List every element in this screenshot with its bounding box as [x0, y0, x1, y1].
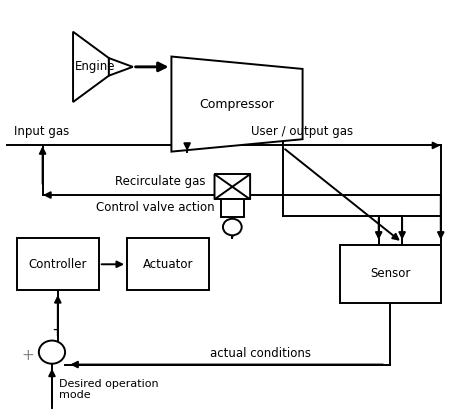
Text: Controller: Controller [28, 258, 87, 271]
Text: Control valve action: Control valve action [97, 201, 215, 214]
Polygon shape [215, 174, 232, 199]
Bar [340, 245, 441, 303]
Text: Desired operation
mode: Desired operation mode [59, 378, 159, 400]
Text: Actuator: Actuator [143, 258, 193, 271]
Text: User / output gas: User / output gas [251, 125, 353, 138]
Bar [127, 238, 209, 290]
Polygon shape [109, 58, 133, 76]
Polygon shape [73, 32, 109, 102]
Text: -: - [52, 321, 57, 336]
Text: +: + [21, 348, 34, 363]
Text: Engine: Engine [75, 60, 115, 73]
Bar [17, 238, 99, 290]
Text: Sensor: Sensor [370, 267, 410, 280]
Circle shape [223, 219, 242, 235]
Polygon shape [232, 174, 250, 199]
Text: Input gas: Input gas [15, 125, 70, 138]
Text: Recirculate gas: Recirculate gas [115, 175, 206, 188]
Text: actual conditions: actual conditions [210, 347, 311, 360]
Bar [221, 199, 244, 217]
Text: Compressor: Compressor [200, 98, 274, 111]
Polygon shape [172, 57, 302, 152]
Circle shape [39, 341, 65, 364]
